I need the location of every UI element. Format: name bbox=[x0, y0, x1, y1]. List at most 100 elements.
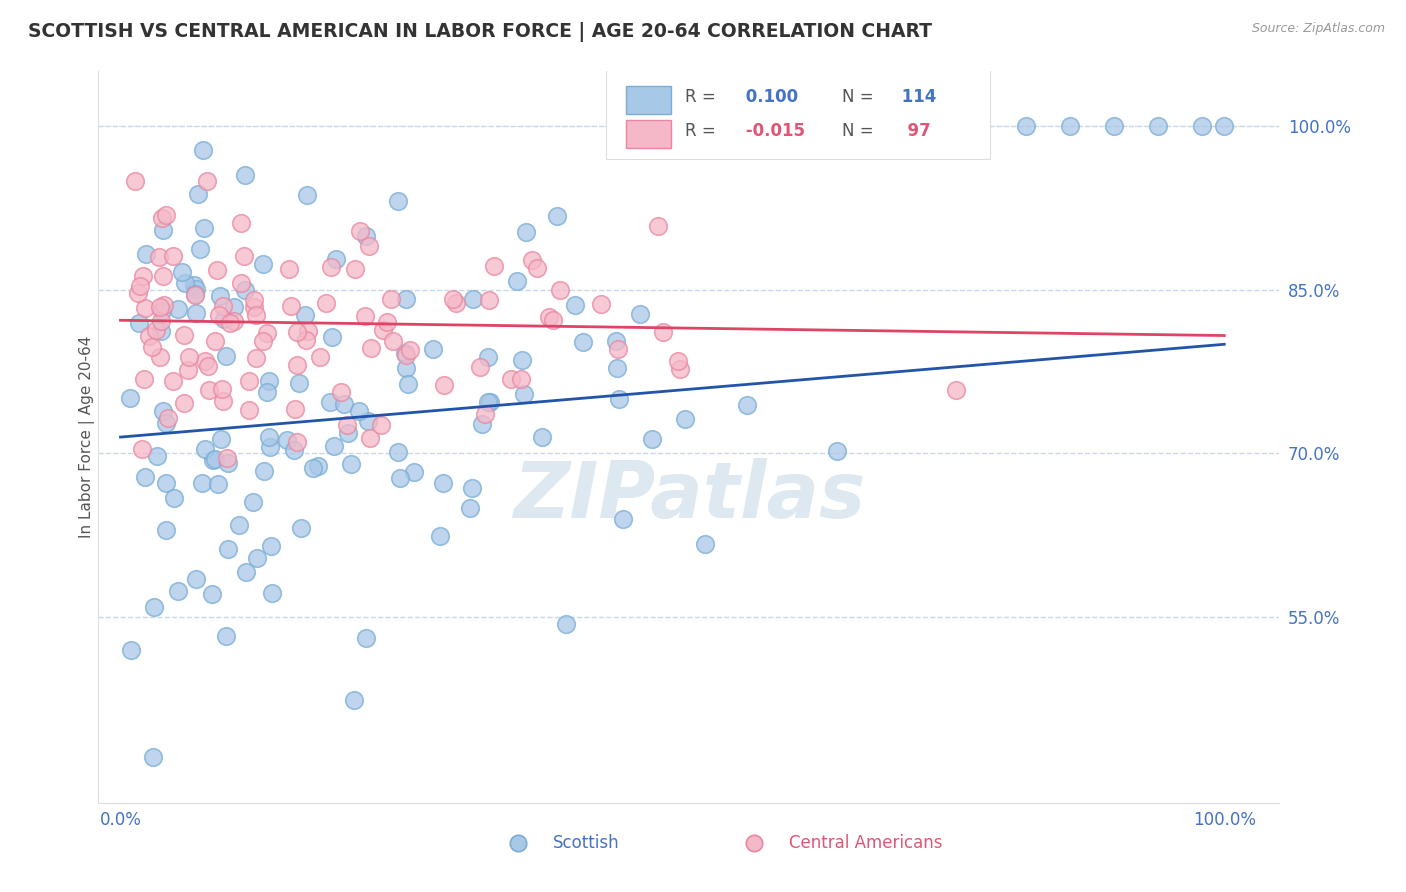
Point bbox=[591, 296, 613, 310]
Point bbox=[330, 385, 353, 400]
Point bbox=[359, 431, 381, 445]
Point bbox=[477, 395, 499, 409]
Point bbox=[461, 292, 484, 306]
Point bbox=[470, 359, 492, 374]
Point bbox=[321, 260, 343, 275]
Point bbox=[190, 242, 212, 256]
Point bbox=[325, 252, 347, 267]
Text: ZIPatlas: ZIPatlas bbox=[513, 458, 865, 533]
Point bbox=[155, 208, 177, 222]
Point bbox=[370, 417, 392, 432]
Point bbox=[882, 119, 904, 133]
Point bbox=[349, 224, 371, 238]
Point bbox=[174, 276, 197, 290]
Point bbox=[235, 565, 257, 579]
Point bbox=[554, 617, 576, 632]
Point bbox=[129, 278, 152, 293]
Point bbox=[429, 529, 451, 543]
Point bbox=[371, 323, 394, 337]
Point bbox=[163, 491, 186, 506]
Point bbox=[571, 334, 593, 349]
Text: 97: 97 bbox=[896, 122, 931, 140]
Point bbox=[510, 353, 533, 368]
Point bbox=[253, 464, 276, 478]
Point bbox=[149, 324, 172, 338]
Point bbox=[283, 442, 305, 457]
Point bbox=[145, 323, 167, 337]
Point bbox=[167, 583, 190, 598]
Point bbox=[388, 470, 411, 484]
Point bbox=[256, 326, 278, 341]
Point bbox=[162, 249, 184, 263]
Point bbox=[1014, 119, 1036, 133]
Point bbox=[340, 458, 363, 472]
Point bbox=[520, 252, 543, 267]
Point bbox=[668, 354, 690, 368]
Point bbox=[337, 426, 360, 441]
Point bbox=[302, 461, 325, 475]
Point bbox=[259, 375, 281, 389]
Point bbox=[1102, 119, 1125, 133]
Point bbox=[356, 415, 378, 429]
Text: R =: R = bbox=[685, 122, 716, 140]
Point bbox=[1059, 119, 1081, 133]
Point bbox=[205, 263, 228, 277]
Point bbox=[360, 342, 382, 356]
Point bbox=[461, 481, 484, 495]
Point bbox=[501, 371, 523, 385]
Point bbox=[477, 350, 499, 364]
Point bbox=[142, 750, 165, 764]
Text: N =: N = bbox=[842, 122, 875, 140]
Point bbox=[323, 439, 346, 453]
Point bbox=[238, 403, 260, 417]
Y-axis label: In Labor Force | Age 20-64: In Labor Force | Age 20-64 bbox=[79, 336, 96, 538]
Text: Scottish: Scottish bbox=[553, 834, 620, 852]
Point bbox=[148, 250, 170, 264]
Point bbox=[294, 308, 316, 322]
Point bbox=[509, 372, 531, 386]
Point bbox=[184, 287, 207, 301]
Point bbox=[564, 298, 586, 312]
Point bbox=[471, 417, 494, 431]
Point bbox=[146, 449, 169, 463]
Point bbox=[605, 334, 627, 349]
Point bbox=[217, 541, 239, 556]
Point bbox=[315, 296, 337, 310]
Point bbox=[285, 325, 308, 339]
Point bbox=[1213, 119, 1236, 133]
Point bbox=[245, 351, 267, 365]
Point bbox=[546, 209, 568, 223]
Point bbox=[195, 173, 218, 187]
Point bbox=[356, 632, 378, 646]
Point bbox=[152, 268, 174, 283]
Point bbox=[260, 539, 283, 553]
Point bbox=[152, 223, 174, 237]
Point bbox=[257, 430, 280, 444]
Point bbox=[606, 343, 628, 357]
Point bbox=[172, 265, 194, 279]
Point bbox=[513, 387, 536, 401]
Point bbox=[155, 523, 177, 537]
Point bbox=[628, 307, 651, 321]
Point bbox=[1147, 119, 1170, 133]
Point bbox=[668, 362, 690, 376]
Point bbox=[191, 475, 214, 490]
Point bbox=[276, 433, 298, 447]
Point bbox=[395, 360, 418, 375]
Point bbox=[458, 501, 481, 516]
Point bbox=[277, 261, 299, 276]
Point bbox=[173, 328, 195, 343]
Point bbox=[444, 296, 467, 310]
Point bbox=[252, 256, 274, 270]
Point bbox=[157, 410, 180, 425]
Point bbox=[285, 435, 308, 450]
Point bbox=[162, 374, 184, 388]
Point bbox=[515, 226, 537, 240]
Point bbox=[647, 219, 669, 233]
Point bbox=[191, 143, 214, 157]
Point bbox=[208, 289, 231, 303]
Point bbox=[201, 453, 224, 467]
Point bbox=[204, 451, 226, 466]
Point bbox=[141, 340, 163, 354]
Point bbox=[612, 512, 634, 526]
